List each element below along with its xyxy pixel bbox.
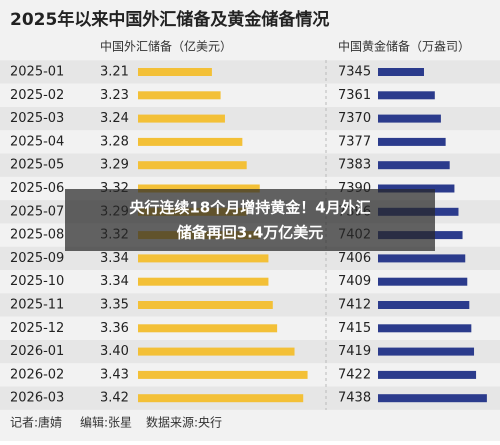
row-label: 2025-03 (10, 111, 64, 126)
bar (378, 68, 424, 76)
bar (138, 277, 269, 286)
value-label: 7419 (338, 344, 371, 359)
bar (378, 137, 446, 146)
row-band (0, 60, 500, 84)
bar (138, 161, 247, 170)
row-band (0, 130, 500, 154)
value-label: 7409 (338, 274, 371, 289)
bar (138, 114, 225, 123)
value-label: 7361 (338, 88, 371, 103)
bar (138, 394, 304, 403)
caption-text: 储备再回3.4万亿美元 (177, 224, 324, 242)
bar (378, 277, 468, 286)
row-label: 2025-05 (10, 158, 64, 173)
value-label: 3.40 (100, 344, 129, 359)
bar (138, 324, 278, 333)
row-band (0, 83, 500, 107)
bar (138, 347, 295, 356)
value-label: 3.21 (100, 65, 129, 80)
value-label: 7406 (338, 251, 371, 266)
bar (378, 370, 477, 379)
value-label: 3.29 (100, 158, 129, 173)
row-band (0, 106, 500, 131)
value-label: 7345 (338, 65, 371, 80)
column-header: 中国外汇储备（亿美元） (100, 39, 232, 54)
row-label: 2025-02 (10, 88, 64, 103)
bar (138, 301, 273, 309)
bar (378, 324, 472, 333)
row-label: 2026-01 (10, 344, 64, 359)
row-label: 2025-06 (10, 181, 64, 196)
value-label: 7415 (338, 321, 371, 336)
value-label: 3.23 (100, 88, 129, 103)
bar (138, 370, 308, 379)
value-label: 3.34 (100, 274, 129, 289)
bar (378, 254, 466, 263)
bar (378, 347, 475, 356)
value-label: 7377 (338, 134, 371, 149)
value-label: 3.36 (100, 321, 129, 336)
value-label: 7422 (338, 367, 371, 382)
bar (138, 68, 212, 76)
bar (378, 91, 435, 100)
value-label: 7412 (338, 298, 371, 313)
bar (378, 184, 455, 193)
row-label: 2026-02 (10, 367, 64, 382)
row-label: 2025-09 (10, 251, 64, 266)
row-label: 2025-08 (10, 228, 64, 243)
row-label: 2025-07 (10, 204, 64, 219)
footer: 编辑:张星 (80, 415, 132, 430)
value-label: 3.43 (100, 367, 129, 382)
bar (378, 394, 487, 403)
bar (378, 161, 450, 170)
bar (378, 301, 470, 309)
value-label: 7383 (338, 158, 371, 173)
row-label: 2025-10 (10, 274, 64, 289)
footer: 记者:唐婧 (10, 415, 62, 430)
bar (138, 254, 269, 263)
value-label: 7438 (338, 391, 371, 406)
caption-box (65, 189, 435, 251)
bar (138, 91, 221, 100)
caption-text: 央行连续18个月增持黄金！4月外汇 (129, 199, 370, 217)
row-label: 2025-01 (10, 65, 64, 80)
value-label: 3.42 (100, 391, 129, 406)
footer: 数据来源:央行 (146, 415, 222, 430)
row-label: 2025-04 (10, 134, 64, 149)
value-label: 3.35 (100, 298, 129, 313)
value-label: 3.24 (100, 111, 129, 126)
bar (138, 137, 243, 146)
value-label: 3.28 (100, 134, 129, 149)
value-label: 7370 (338, 111, 371, 126)
bar (138, 184, 260, 193)
value-label: 3.34 (100, 251, 129, 266)
row-label: 2026-03 (10, 391, 64, 406)
row-label: 2025-11 (10, 298, 64, 313)
bar (378, 114, 441, 123)
chart-title: 2025年以来中国外汇储备及黄金储备情况 (10, 9, 329, 30)
column-header: 中国黄金储备（万盎司） (338, 39, 470, 54)
row-band (0, 153, 500, 177)
row-label: 2025-12 (10, 321, 64, 336)
